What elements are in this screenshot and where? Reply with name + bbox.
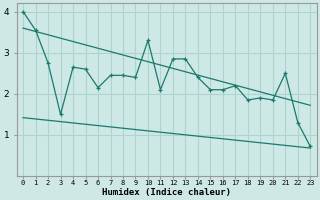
X-axis label: Humidex (Indice chaleur): Humidex (Indice chaleur) — [102, 188, 231, 197]
